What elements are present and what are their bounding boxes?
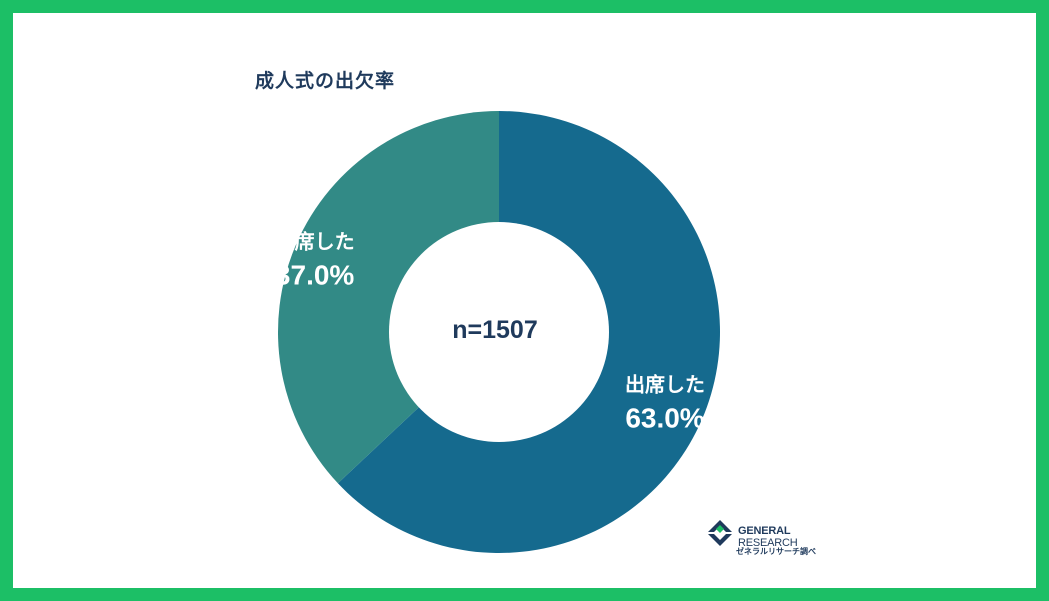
donut-slice-2 (278, 111, 499, 484)
slice-value-label: 37.0% (275, 260, 354, 291)
brand-logo: GENERAL RESEARCH ゼネラルリサーチ調べ (708, 518, 848, 562)
slice-labels: 出席した 63.0% 欠席した 37.0% (275, 230, 705, 434)
slice-category-label: 欠席した (275, 230, 355, 254)
slice-category-label: 出席した (625, 373, 705, 397)
brand-name: GENERAL RESEARCH (738, 525, 798, 549)
donut-hole (389, 222, 609, 442)
brand-subtitle: ゼネラルリサーチ調べ (736, 547, 816, 556)
general-research-logo-icon (708, 520, 732, 546)
sample-size-label: n=1507 (452, 316, 538, 344)
slice-value-label: 63.0% (625, 403, 704, 434)
chart-title: 成人式の出欠率 (255, 70, 396, 92)
